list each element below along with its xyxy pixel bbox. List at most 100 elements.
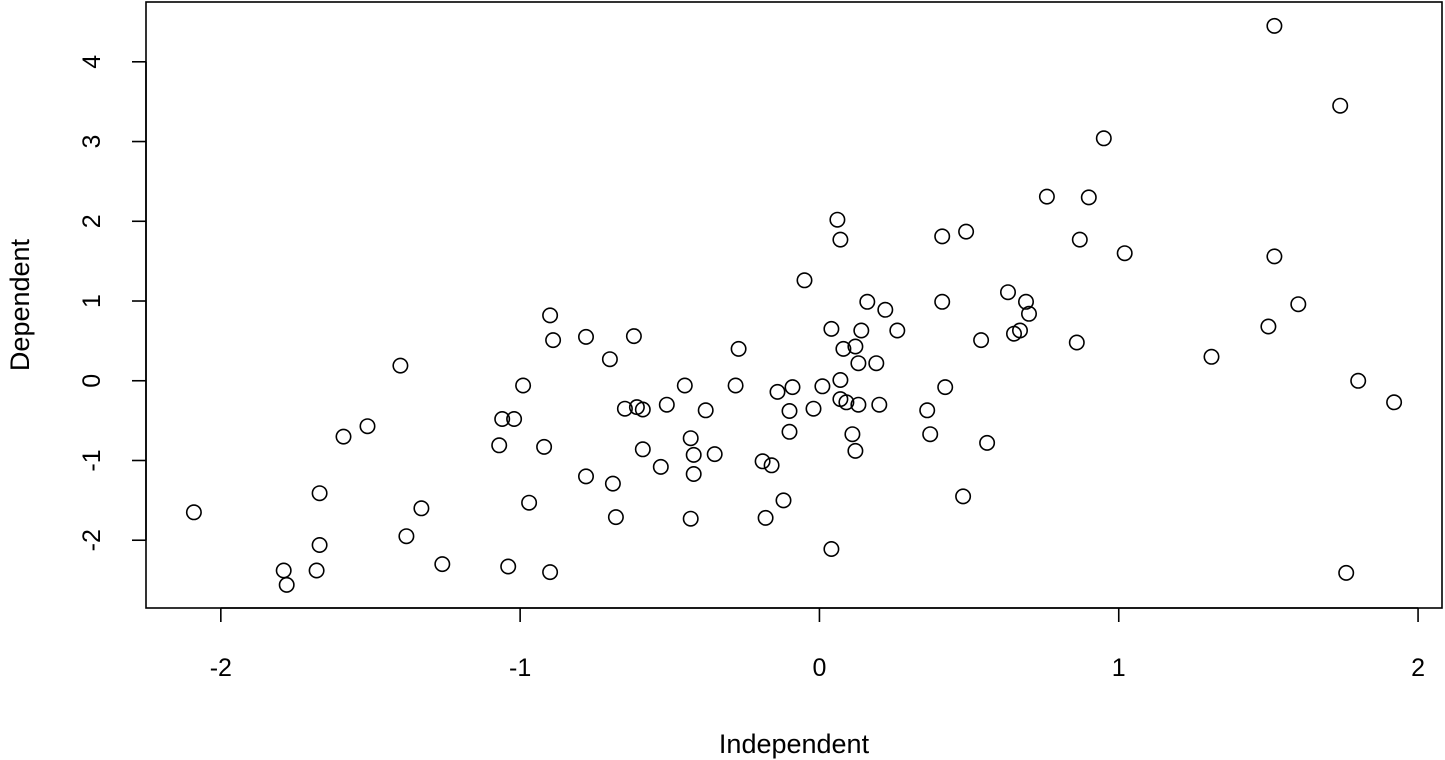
data-point (1011, 322, 1028, 339)
data-point (311, 536, 328, 553)
data-point (494, 410, 511, 427)
data-point (871, 396, 888, 413)
data-point (853, 322, 870, 339)
data-point (781, 423, 798, 440)
data-point (919, 402, 936, 419)
data-point (1068, 334, 1085, 351)
data-point (1386, 394, 1403, 411)
data-point (832, 371, 849, 388)
data-point (491, 437, 508, 454)
y-tick-label: 4 (78, 55, 106, 69)
data-point (844, 426, 861, 443)
data-point (1071, 231, 1088, 248)
data-point (823, 320, 840, 337)
data-point (1095, 130, 1112, 147)
data-point (685, 446, 702, 463)
data-point (754, 453, 771, 470)
data-point (835, 340, 852, 357)
data-point (652, 458, 669, 475)
data-point (275, 562, 292, 579)
data-point (769, 383, 786, 400)
y-axis-label: Dependent (5, 238, 35, 371)
data-point (934, 228, 951, 245)
data-point (685, 465, 702, 482)
data-point (434, 556, 451, 573)
data-point (973, 332, 990, 349)
data-point (413, 500, 430, 517)
y-tick-label: -1 (78, 449, 106, 471)
data-point (506, 410, 523, 427)
data-point (829, 211, 846, 228)
data-point (784, 379, 801, 396)
data-point (847, 442, 864, 459)
data-point (727, 377, 744, 394)
data-point (859, 293, 876, 310)
data-point (542, 564, 559, 581)
y-tick-label: -2 (78, 529, 106, 551)
data-point (335, 428, 352, 445)
data-point (577, 468, 594, 485)
data-point (278, 576, 295, 593)
data-point (682, 430, 699, 447)
data-point (763, 457, 780, 474)
data-point (311, 485, 328, 502)
y-tick-label: 2 (78, 214, 106, 228)
x-tick-label: 1 (1112, 654, 1126, 682)
data-point (545, 332, 562, 349)
data-point (823, 540, 840, 557)
data-point (577, 328, 594, 345)
data-point (838, 394, 855, 411)
x-tick-label: -2 (210, 654, 232, 682)
data-point (1332, 97, 1349, 114)
data-point (796, 272, 813, 289)
data-point (814, 378, 831, 395)
data-point (958, 223, 975, 240)
x-tick-label: 2 (1411, 654, 1425, 682)
data-point (1116, 245, 1133, 262)
data-point (781, 402, 798, 419)
y-tick-label: 3 (78, 135, 106, 149)
x-tick-label: 0 (812, 654, 826, 682)
x-axis: -2 -1 0 1 2 (210, 607, 1425, 682)
data-point (1290, 296, 1307, 313)
data-point (706, 446, 723, 463)
data-point (955, 488, 972, 505)
y-tick-label: 1 (78, 294, 106, 308)
data-point (868, 355, 885, 372)
data-point (757, 509, 774, 526)
data-point (1350, 372, 1367, 389)
data-point (697, 402, 714, 419)
data-point (922, 426, 939, 443)
data-point (359, 418, 376, 435)
data-point (1080, 189, 1097, 206)
data-point (850, 396, 867, 413)
data-point (979, 434, 996, 451)
data-point (1260, 318, 1277, 335)
data-point (392, 357, 409, 374)
data-point (1266, 17, 1283, 34)
data-point (1266, 248, 1283, 265)
data-point (607, 509, 624, 526)
data-point (658, 396, 675, 413)
data-point (634, 441, 651, 458)
data-point (616, 400, 633, 417)
data-point (1020, 305, 1037, 322)
data-point (398, 528, 415, 545)
data-point (682, 510, 699, 527)
data-point (889, 322, 906, 339)
y-axis: -2 -1 0 1 2 3 4 (78, 55, 147, 551)
data-point (999, 284, 1016, 301)
data-point (1338, 564, 1355, 581)
data-point (937, 379, 954, 396)
data-point (536, 438, 553, 455)
data-point (601, 351, 618, 368)
data-point (500, 558, 517, 575)
data-point (521, 494, 538, 511)
data-point (832, 231, 849, 248)
data-point (850, 355, 867, 372)
data-point (1203, 348, 1220, 365)
data-point (625, 328, 642, 345)
data-point (847, 338, 864, 355)
data-point (308, 562, 325, 579)
